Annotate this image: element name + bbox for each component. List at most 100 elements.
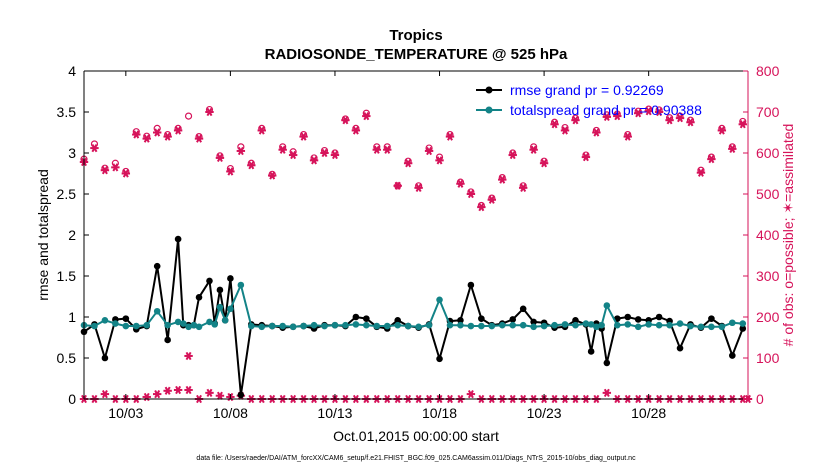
obs-assimilated-point [529, 145, 538, 154]
obs-assimilated-point [393, 181, 402, 190]
y-left-tick-label: 2.5 [57, 186, 77, 202]
spread-point [122, 322, 130, 330]
legend-spread-label: totalspread grand pr = 0.90388 [510, 102, 702, 118]
obs-assimilated-point [686, 118, 695, 127]
data-file-footer: data file: /Users/raeder/DAI/ATM_forcXX/… [196, 455, 636, 462]
spread-point [488, 322, 496, 330]
spread-point [321, 322, 328, 330]
obs-assimilated-point [414, 183, 423, 192]
x-tick-label: 10/18 [422, 405, 457, 421]
spread-point [153, 307, 161, 315]
rmse-point [164, 336, 171, 344]
legend-spread-marker [485, 106, 493, 114]
y-right-tick-label: 600 [756, 145, 780, 161]
obs-assimilated-point [592, 128, 601, 137]
obs-assimilated-point [613, 111, 622, 121]
rmse-point [122, 315, 130, 322]
obs-assimilated-point [362, 111, 371, 121]
rmse-point [634, 316, 642, 323]
obs-assimilated-point [132, 130, 141, 139]
y-right-tick-label: 800 [756, 63, 780, 79]
y-right-tick-label: 500 [756, 186, 780, 202]
obs-assimilated-point [602, 112, 612, 122]
spread-point [132, 322, 140, 330]
obs-assimilated-point [163, 386, 172, 395]
obs-assimilated-point [466, 189, 476, 199]
y-left-tick-label: 3.5 [57, 104, 77, 120]
obs-assimilated-point [581, 152, 591, 162]
obs-assimilated-point [226, 167, 235, 176]
obs-assimilated-point [717, 126, 727, 135]
spread-point [467, 322, 475, 330]
y-right-tick-label: 700 [756, 104, 780, 120]
y-left-tick-label: 1.5 [57, 268, 77, 284]
spread-point [300, 322, 307, 330]
rmse-point [587, 348, 595, 355]
obs-assimilated-point [320, 148, 329, 158]
spread-point [603, 302, 611, 309]
obs-assimilated-point [163, 132, 172, 141]
spread-point [519, 321, 527, 329]
spread-point [582, 320, 590, 327]
spread-point [227, 305, 234, 313]
x-tick-label: 10/13 [317, 405, 352, 421]
rmse-point [530, 318, 537, 326]
obs-assimilated-point [121, 169, 131, 178]
obs-assimilated-point [445, 132, 455, 141]
y-right-tick-label: 300 [756, 268, 780, 284]
x-tick-label: 10/03 [108, 405, 143, 421]
obs-assimilated-point [111, 163, 120, 172]
obs-assimilated-point [424, 146, 434, 156]
obs-assimilated-point [518, 183, 528, 192]
rmse-point [457, 316, 464, 324]
obs-assimilated-point [466, 389, 476, 399]
rmse-point [603, 359, 611, 367]
obs-assimilated-point [571, 116, 580, 125]
rmse-point [478, 315, 485, 322]
spread-point [164, 321, 171, 329]
obs-assimilated-point [341, 116, 350, 125]
chart-subtitle: RADIOSONDE_TEMPERATURE @ 525 hPa [265, 46, 568, 63]
spread-point [221, 316, 229, 324]
spread-point [211, 321, 219, 328]
rmse-point [708, 315, 715, 322]
obs-assimilated-point [435, 156, 444, 165]
spread-point [331, 321, 339, 329]
spread-point [540, 322, 548, 330]
spread-point [206, 318, 213, 326]
obs-assimilated-point [477, 202, 486, 212]
spread-point [112, 320, 119, 327]
y-right-tick-label: 0 [756, 391, 764, 407]
rmse-point [572, 316, 579, 324]
y-axis-right-label: # of obs: o=possible; ✶=assimilated [780, 124, 796, 347]
rmse-point [206, 277, 213, 285]
obs-assimilated-point [152, 389, 162, 399]
plot-area [84, 71, 748, 399]
obs-assimilated-point [560, 126, 570, 135]
obs-assimilated-point [194, 134, 204, 143]
spread-point [587, 321, 595, 328]
obs-assimilated-point [268, 171, 277, 180]
spread-point [655, 321, 663, 329]
y-left-tick-label: 3 [68, 145, 76, 161]
spread-point [697, 323, 705, 331]
obs-assimilated-point [644, 107, 653, 116]
obs-assimilated-point [142, 134, 151, 143]
spread-point [383, 322, 391, 330]
legend-rmse-label: rmse grand pr = 0.92269 [510, 82, 664, 98]
spread-point [739, 320, 747, 327]
rmse-point [624, 313, 632, 321]
spread-point [676, 320, 684, 327]
spread-point [352, 321, 360, 328]
obs-assimilated-point [654, 107, 664, 117]
rmse-point [519, 305, 527, 313]
x-axis-label: Oct.01,2015 00:00:00 start [333, 428, 499, 444]
obs-assimilated-point [173, 126, 183, 135]
spread-point [248, 322, 255, 330]
y-left-tick-label: 1 [68, 309, 76, 325]
obs-assimilated-point [508, 150, 517, 160]
spread-point [551, 321, 558, 329]
obs-assimilated-point [100, 166, 110, 175]
rmse-point [467, 281, 475, 289]
